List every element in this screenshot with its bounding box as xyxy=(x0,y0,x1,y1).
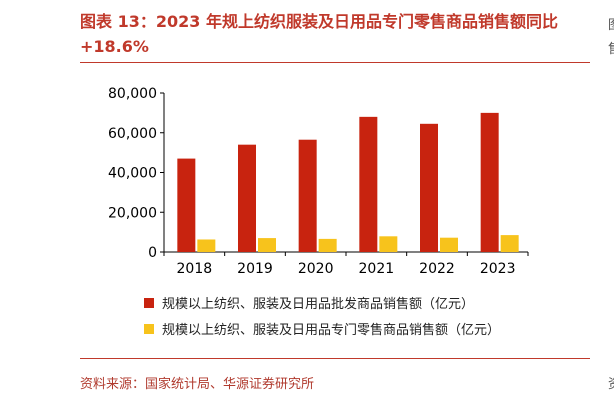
x-tick-label: 2020 xyxy=(298,261,334,277)
edge-glyph-mid: 售 xyxy=(608,38,614,56)
x-tick-label: 2022 xyxy=(419,261,455,277)
bar-wholesale xyxy=(177,158,196,252)
bar-retail xyxy=(440,237,458,252)
bar-retail xyxy=(379,236,398,252)
bar-wholesale xyxy=(359,116,378,252)
legend-label-wholesale: 规模以上纺织、服装及日用品批发商品销售额（亿元） xyxy=(162,297,475,312)
legend-item-retail: 规模以上纺织、服装及日用品专门零售商品销售额（亿元） xyxy=(144,319,500,338)
x-tick-label: 2018 xyxy=(177,261,213,277)
y-tick-label: 20,000 xyxy=(108,205,157,221)
edge-glyph-top: 图 xyxy=(608,14,614,32)
bar-retail xyxy=(258,238,276,252)
title-rule xyxy=(80,62,590,63)
bar-retail xyxy=(318,238,337,252)
chart-title: 图表 13：2023 年规上纺织服装及日用品专门零售商品销售额同比+18.6% xyxy=(80,12,558,56)
bar-retail xyxy=(197,239,216,252)
x-tick-label: 2019 xyxy=(237,261,273,277)
x-tick-label: 2023 xyxy=(480,261,516,277)
bar-chart: 0 20,000 40,000 60,000 80,000 2018 2019 2020 202… xyxy=(108,86,529,277)
bar-wholesale xyxy=(480,112,499,252)
legend-swatch-retail xyxy=(144,323,154,334)
legend-label-retail: 规模以上纺织、服装及日用品专门零售商品销售额（亿元） xyxy=(162,323,501,338)
source-note: 资料来源：国家统计局、华源证券研究所 xyxy=(80,377,315,392)
footer-rule xyxy=(80,358,590,359)
bar-wholesale xyxy=(298,139,317,252)
legend-swatch-wholesale xyxy=(144,297,154,308)
bar-wholesale xyxy=(420,123,438,253)
y-tick-label: 60,000 xyxy=(108,126,157,142)
bar-retail xyxy=(500,235,519,252)
legend-item-wholesale: 规模以上纺织、服装及日用品批发商品销售额（亿元） xyxy=(144,293,474,312)
y-tick-label: 80,000 xyxy=(108,86,157,102)
y-tick-label: 40,000 xyxy=(108,166,157,182)
x-tick-label: 2021 xyxy=(359,261,395,277)
y-tick-label: 0 xyxy=(148,245,157,261)
edge-glyph-bottom: 资 xyxy=(608,373,614,391)
bar-wholesale xyxy=(238,144,256,252)
